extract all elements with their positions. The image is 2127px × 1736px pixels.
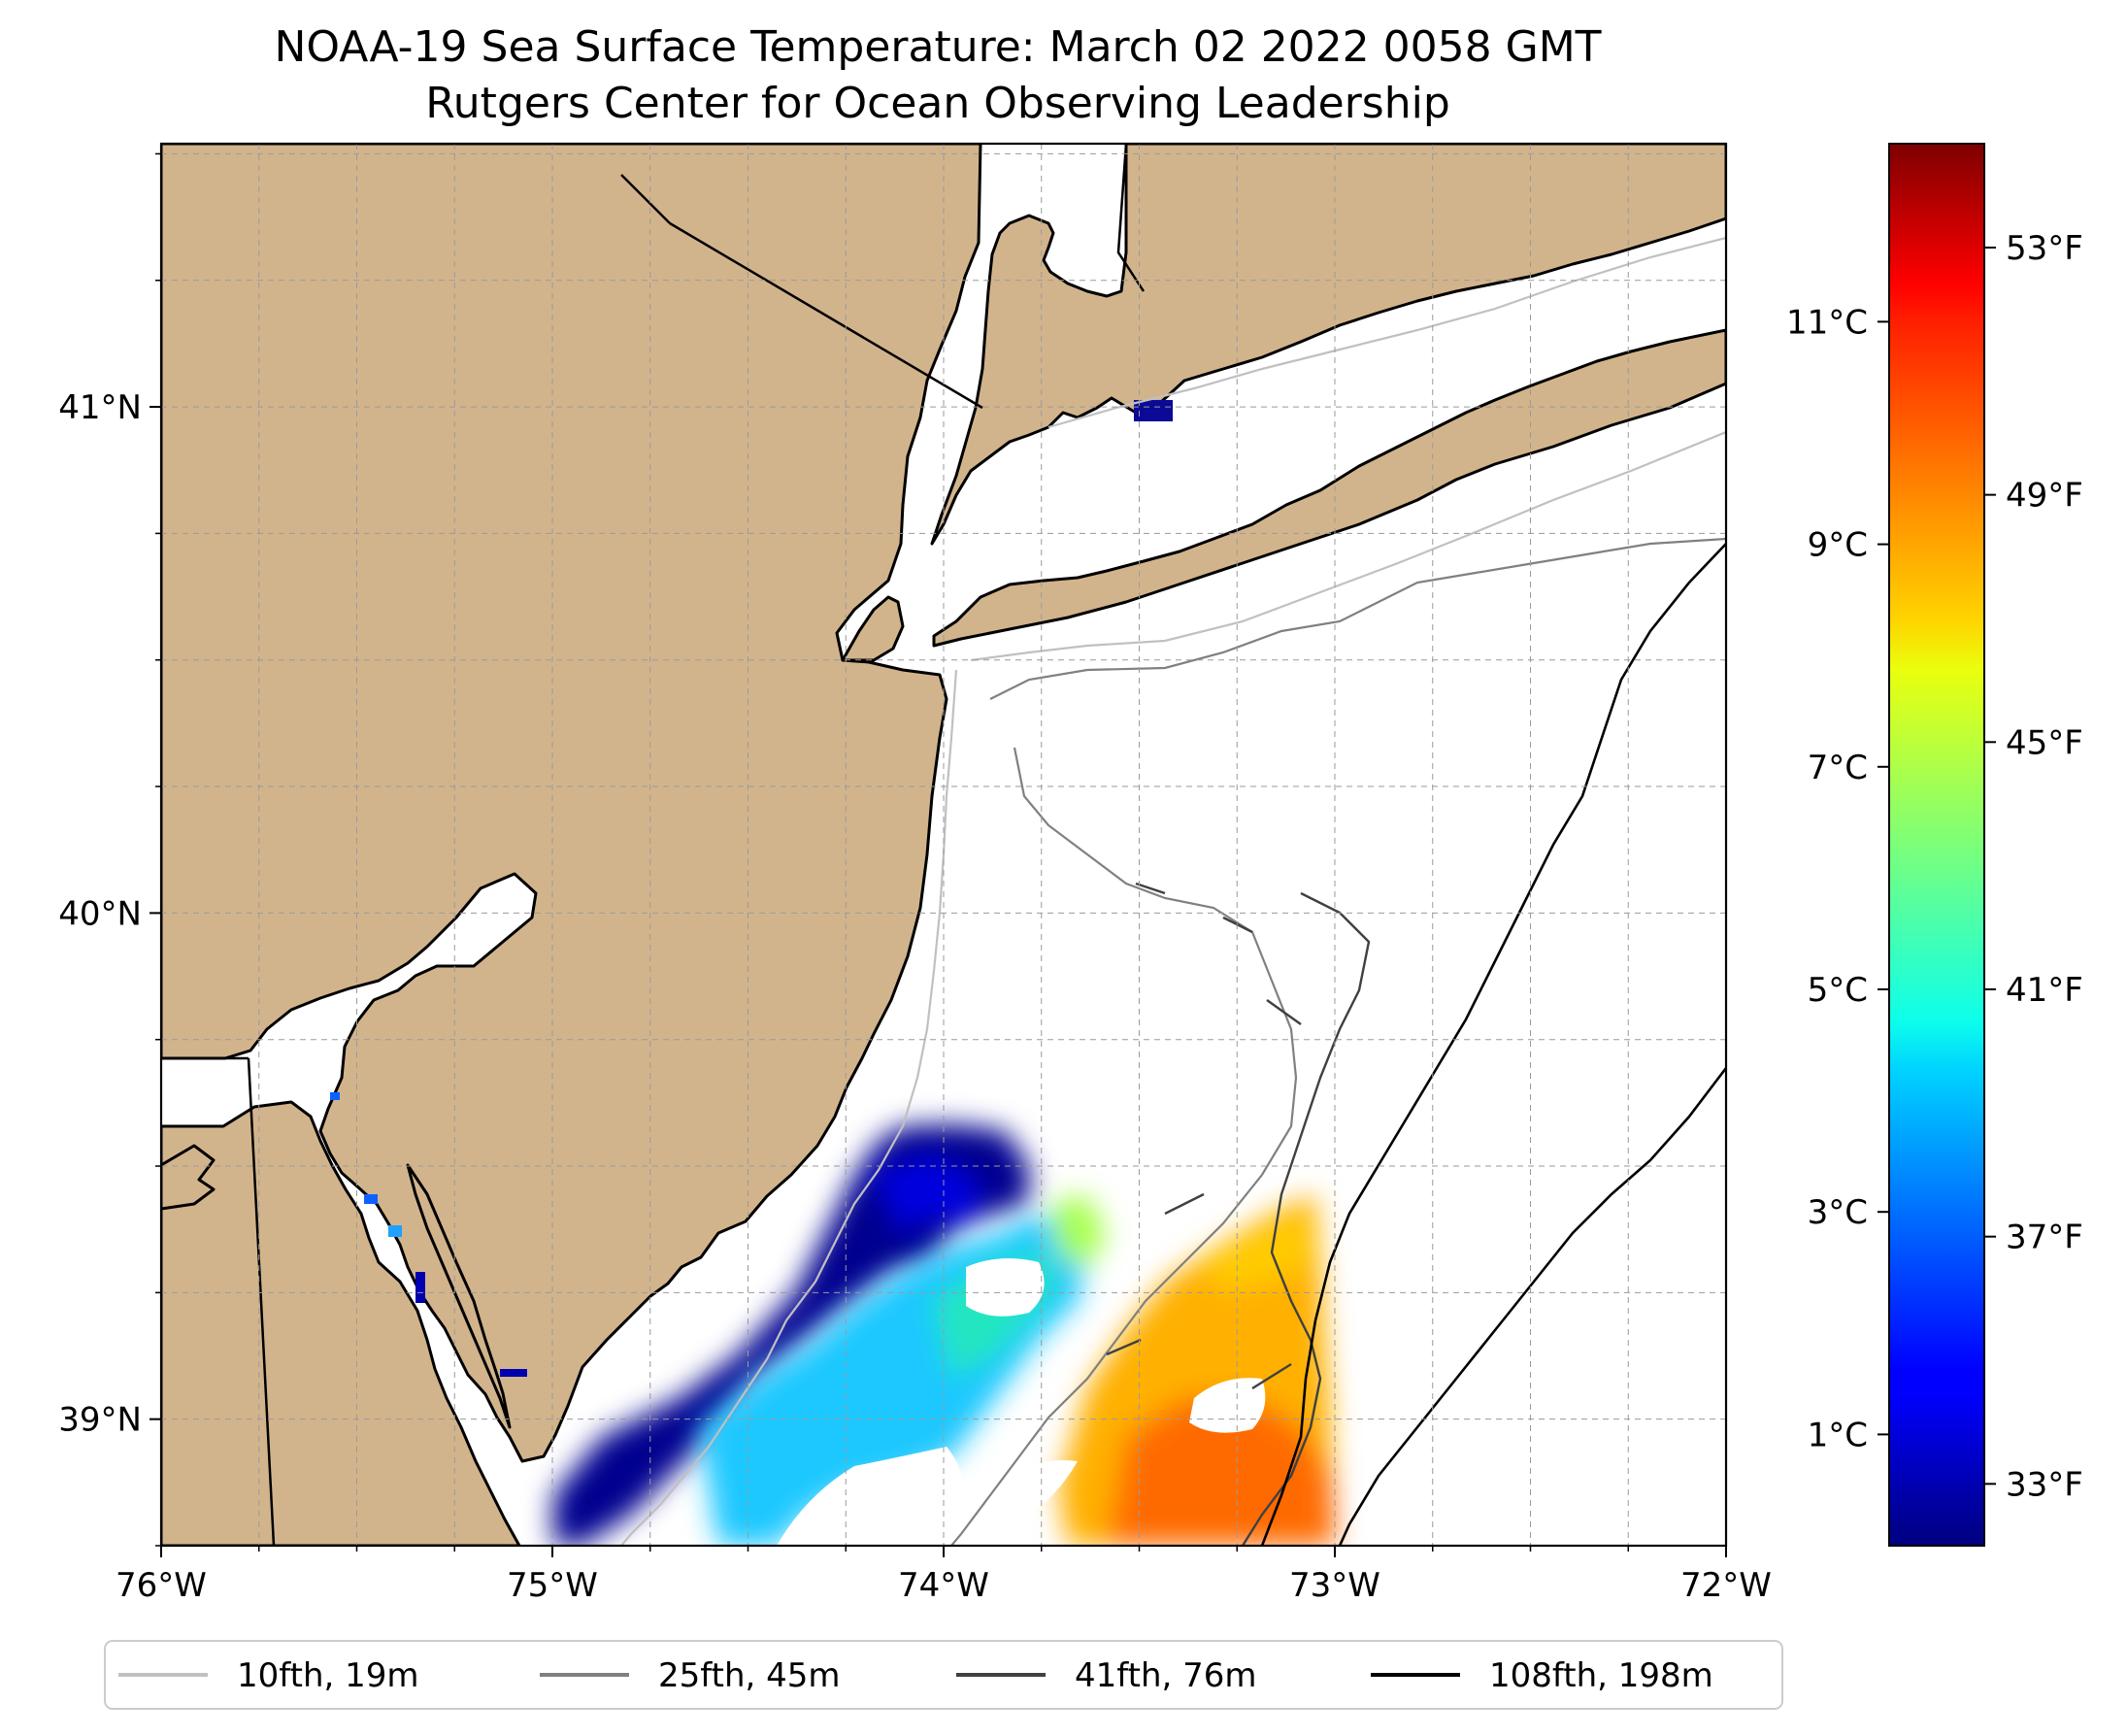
border-nj-pa-north — [620, 174, 671, 224]
state-borders — [161, 144, 1146, 1546]
colorbar-fahrenheit-label: 45°F — [2006, 723, 2083, 762]
x-tick-label: 73°W — [1289, 1566, 1380, 1605]
contour-10fth — [620, 669, 958, 1546]
contour-108fth — [1260, 543, 1726, 1546]
border-de-md — [247, 1057, 276, 1546]
colorbar-fahrenheit-label: 41°F — [2006, 971, 2083, 1010]
sst-warm-band — [1058, 1194, 1335, 1546]
colorbar-celsius-label: 11°C — [1786, 303, 1868, 342]
contour-25fth-ny — [989, 537, 1726, 700]
y-axis: 41°N 40°N 39°N — [58, 152, 161, 1547]
colorbar-celsius-label: 3°C — [1808, 1193, 1868, 1232]
land-delaware-maryland — [161, 1100, 521, 1546]
legend: 10fth, 19m 25fth, 45m 41fth, 76m 108fth, 19… — [104, 1640, 1783, 1710]
colorbar-fahrenheit-ticks: 33°F 37°F 41°F 45°F 49°F 53°F — [1984, 229, 2083, 1504]
sst-field — [330, 400, 1335, 1546]
colorbar-fahrenheit-label: 53°F — [2006, 229, 2083, 268]
legend-items: 10fth, 19m 25fth, 45m 41fth, 76m 108fth, 19… — [118, 1656, 1713, 1695]
contour-25fth — [950, 747, 1298, 1546]
land-staten-island — [841, 595, 905, 662]
x-tick-label: 75°W — [507, 1566, 598, 1605]
x-tick-label: 76°W — [116, 1566, 207, 1605]
cloud-gaps — [777, 1258, 1266, 1546]
border-ny-ct — [1116, 144, 1146, 292]
contour-10fth-sound — [1047, 236, 1726, 429]
contour-41fth — [1241, 891, 1371, 1546]
contour-108fth-east — [1338, 1067, 1726, 1546]
legend-label: 25fth, 45m — [658, 1656, 841, 1695]
bathymetry — [620, 236, 1726, 1546]
y-tick-label: 41°N — [58, 388, 142, 427]
colorbar-celsius-label: 7°C — [1808, 749, 1868, 787]
contour-41fth-ridges — [1106, 882, 1302, 1390]
land-new-york-connecticut — [930, 144, 1726, 546]
colorbar-celsius-label: 5°C — [1808, 971, 1868, 1010]
x-axis: 76°W 75°W 74°W 73°W 72°W — [116, 1546, 1772, 1605]
legend-label: 108fth, 198m — [1489, 1656, 1713, 1695]
title-line-2: Rutgers Center for Ocean Observing Leade… — [425, 79, 1450, 128]
border-ny-nj — [669, 221, 983, 410]
colorbar-celsius-ticks: 1°C 3°C 5°C 7°C 9°C 11°C — [1786, 303, 1889, 1454]
colorbar-fahrenheit-label: 37°F — [2006, 1219, 2083, 1257]
x-tick-label: 74°W — [898, 1566, 989, 1605]
land-delmarva-west-shore — [161, 1144, 216, 1211]
legend-label: 41fth, 76m — [1075, 1656, 1257, 1695]
land-cape-may — [406, 1163, 512, 1429]
contour-10fth-ny — [970, 430, 1726, 662]
colorbar-celsius-label: 9°C — [1808, 526, 1868, 565]
sst-cold-band — [553, 1124, 1029, 1546]
colorbar-fahrenheit-label: 49°F — [2006, 477, 2083, 516]
land — [161, 144, 1726, 1546]
legend-frame — [104, 1640, 1783, 1710]
colorbar-celsius-label: 1°C — [1808, 1416, 1868, 1454]
colorbar: 1°C 3°C 5°C 7°C 9°C 11°C 33°F 37°F 41°F 45°F 49°F… — [1786, 143, 2083, 1547]
title-line-1: NOAA-19 Sea Surface Temperature: March 0… — [274, 22, 1601, 72]
y-tick-label: 40°N — [58, 894, 142, 933]
x-tick-label: 72°W — [1680, 1566, 1772, 1605]
colorbar-fahrenheit-label: 33°F — [2006, 1465, 2083, 1504]
gridlines — [161, 144, 1726, 1546]
land-long-island — [932, 328, 1726, 648]
sst-bay-speckles — [330, 400, 1173, 1377]
map-panel — [161, 144, 1726, 1546]
legend-label: 10fth, 19m — [237, 1656, 419, 1695]
colorbar-gradient — [1888, 143, 1985, 1547]
y-tick-label: 39°N — [58, 1401, 142, 1440]
